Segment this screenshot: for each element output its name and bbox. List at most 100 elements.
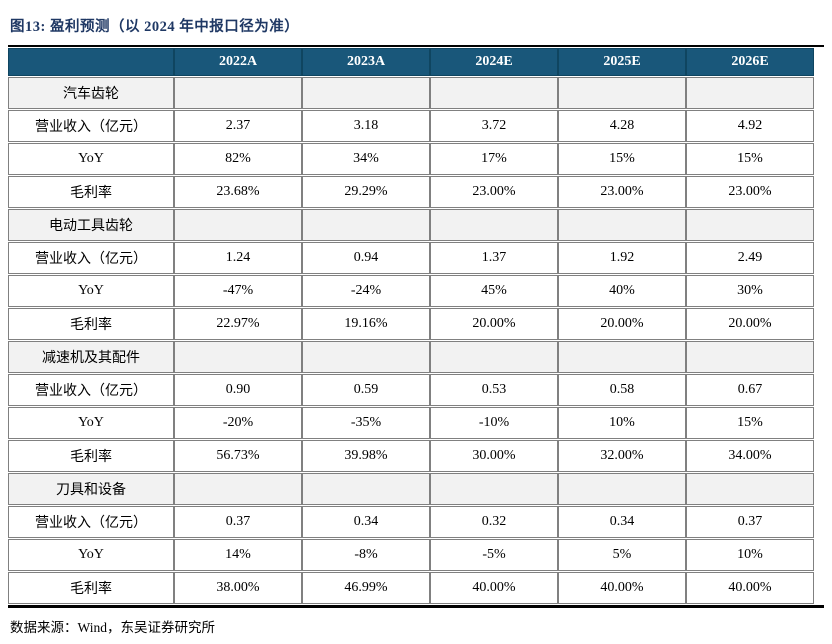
value-cell: -10% [430,407,558,439]
value-cell: 2.49 [686,242,814,274]
row-label: 营业收入（亿元） [8,374,174,406]
value-cell: 29.29% [302,176,430,208]
value-cell: -20% [174,407,302,439]
value-cell: 20.00% [558,308,686,340]
value-cell: 23.00% [430,176,558,208]
column-header: 2022A [174,48,302,76]
value-cell: 20.00% [430,308,558,340]
table-row: 毛利率 56.73% 39.98% 30.00% 32.00% 34.00% [8,440,814,472]
header-row: 2022A 2023A 2024E 2025E 2026E [8,48,814,76]
value-cell: 15% [686,407,814,439]
value-cell: 0.53 [430,374,558,406]
value-cell: 3.72 [430,110,558,142]
row-label: YoY [8,275,174,307]
value-cell: 20.00% [686,308,814,340]
value-cell: 23.68% [174,176,302,208]
empty-cell [430,209,558,241]
value-cell: 4.28 [558,110,686,142]
empty-cell [430,341,558,373]
row-label: YoY [8,539,174,571]
forecast-table: 2022A 2023A 2024E 2025E 2026E 汽车齿轮 营业收入（亿元） 2.… [8,47,814,605]
empty-cell [686,209,814,241]
empty-cell [558,209,686,241]
section-row: 减速机及其配件 [8,341,814,373]
table-row: 营业收入（亿元） 0.90 0.59 0.53 0.58 0.67 [8,374,814,406]
table-row: 营业收入（亿元） 1.24 0.94 1.37 1.92 2.49 [8,242,814,274]
value-cell: 0.37 [174,506,302,538]
value-cell: 56.73% [174,440,302,472]
value-cell: 10% [558,407,686,439]
section-label: 电动工具齿轮 [8,209,174,241]
source-note: 数据来源：Wind，东吴证券研究所 [10,620,215,635]
bottom-rule [8,605,824,608]
value-cell: 1.24 [174,242,302,274]
value-cell: 2.37 [174,110,302,142]
table-row: 毛利率 23.68% 29.29% 23.00% 23.00% 23.00% [8,176,814,208]
value-cell: 39.98% [302,440,430,472]
value-cell: 40.00% [430,572,558,604]
row-label: 营业收入（亿元） [8,506,174,538]
empty-cell [558,473,686,505]
empty-cell [558,77,686,109]
table-header: 2022A 2023A 2024E 2025E 2026E [8,48,814,76]
value-cell: 3.18 [302,110,430,142]
section-label: 减速机及其配件 [8,341,174,373]
value-cell: 23.00% [558,176,686,208]
value-cell: 0.94 [302,242,430,274]
row-label: 毛利率 [8,572,174,604]
row-label: 营业收入（亿元） [8,110,174,142]
value-cell: 5% [558,539,686,571]
value-cell: 10% [686,539,814,571]
section-label: 刀具和设备 [8,473,174,505]
value-cell: -24% [302,275,430,307]
value-cell: 30% [686,275,814,307]
empty-cell [174,473,302,505]
value-cell: 1.92 [558,242,686,274]
section-row: 刀具和设备 [8,473,814,505]
column-header: 2023A [302,48,430,76]
row-label: 毛利率 [8,176,174,208]
value-cell: 32.00% [558,440,686,472]
table-row: YoY -20% -35% -10% 10% 15% [8,407,814,439]
figure-title: 图13: 盈利预测（以 2024 年中报口径为准） [10,19,300,35]
value-cell: -8% [302,539,430,571]
top-rule [8,45,824,47]
value-cell: -47% [174,275,302,307]
table-row: 毛利率 22.97% 19.16% 20.00% 20.00% 20.00% [8,308,814,340]
value-cell: 4.92 [686,110,814,142]
value-cell: 15% [686,143,814,175]
row-label: 毛利率 [8,440,174,472]
column-header: 2024E [430,48,558,76]
row-label: 毛利率 [8,308,174,340]
value-cell: 14% [174,539,302,571]
value-cell: -5% [430,539,558,571]
value-cell: 82% [174,143,302,175]
section-row: 汽车齿轮 [8,77,814,109]
empty-cell [174,209,302,241]
value-cell: -35% [302,407,430,439]
table-row: 营业收入（亿元） 2.37 3.18 3.72 4.28 4.92 [8,110,814,142]
corner-header [8,48,174,76]
row-label: 营业收入（亿元） [8,242,174,274]
value-cell: 0.58 [558,374,686,406]
empty-cell [558,341,686,373]
empty-cell [686,77,814,109]
table-row: 毛利率 38.00% 46.99% 40.00% 40.00% 40.00% [8,572,814,604]
value-cell: 34% [302,143,430,175]
empty-cell [686,341,814,373]
value-cell: 15% [558,143,686,175]
value-cell: 0.34 [302,506,430,538]
value-cell: 0.34 [558,506,686,538]
value-cell: 40.00% [686,572,814,604]
empty-cell [430,77,558,109]
value-cell: 19.16% [302,308,430,340]
value-cell: 46.99% [302,572,430,604]
value-cell: 34.00% [686,440,814,472]
column-header: 2025E [558,48,686,76]
table-row: 营业收入（亿元） 0.37 0.34 0.32 0.34 0.37 [8,506,814,538]
value-cell: 40.00% [558,572,686,604]
section-row: 电动工具齿轮 [8,209,814,241]
value-cell: 0.59 [302,374,430,406]
value-cell: 0.32 [430,506,558,538]
